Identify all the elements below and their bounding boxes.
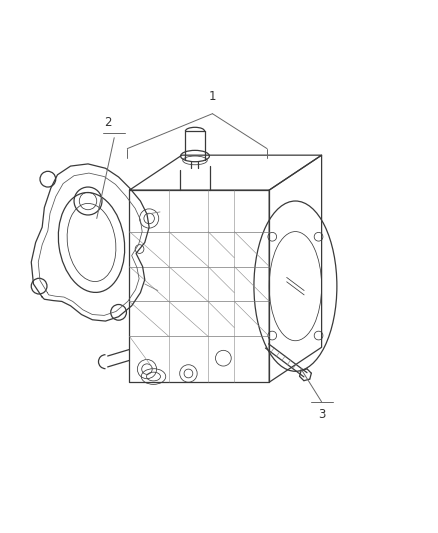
Text: 2: 2: [104, 116, 111, 129]
Text: 1: 1: [208, 90, 216, 103]
Text: 3: 3: [318, 408, 325, 422]
